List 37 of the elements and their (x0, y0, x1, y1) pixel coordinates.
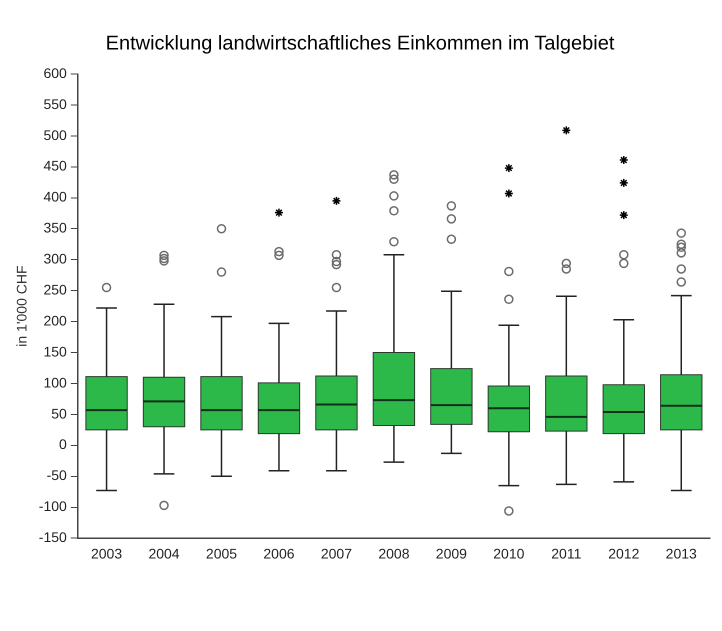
point (332, 196, 342, 206)
x-tick-label: 2008 (378, 545, 410, 562)
point (274, 208, 284, 218)
chart-title: Entwicklung landwirtschaftliches Einkommen im Talgebiet (106, 32, 615, 55)
y-tick-label: -50 (46, 467, 68, 484)
x-tick-label: 2010 (493, 545, 525, 562)
y-tick-label: -150 (38, 529, 68, 546)
y-tick-label: 150 (43, 343, 68, 360)
y-tick-label: 450 (43, 158, 68, 174)
y-tick-label: 550 (43, 96, 68, 112)
y-tick-label: 250 (43, 281, 68, 298)
y-tick-label: 0 (59, 436, 68, 452)
point (619, 155, 629, 165)
y-tick-label: 300 (43, 250, 68, 267)
y-tick-label: 400 (43, 188, 68, 205)
y-tick-label: 200 (43, 312, 68, 328)
x-tick-label: 2009 (436, 545, 468, 562)
point (619, 178, 629, 188)
x-tick-label: 2004 (148, 545, 180, 562)
point (504, 163, 514, 173)
y-tick-label: -100 (38, 498, 68, 514)
x-tick-label: 2011 (551, 545, 582, 562)
x-tick-label: 2003 (90, 545, 122, 562)
y-tick-label: 50 (51, 405, 68, 422)
point (562, 126, 572, 136)
y-tick-label: 600 (43, 64, 68, 81)
y-axis-title: in 1'000 CHF (13, 265, 30, 347)
x-tick-label: 2007 (320, 545, 352, 562)
x-tick-label: 2005 (206, 545, 238, 562)
y-tick-label: 500 (43, 126, 68, 143)
y-tick-label: 100 (43, 374, 68, 390)
y-tick-label: 350 (43, 220, 68, 236)
x-tick-label: 2006 (263, 545, 295, 562)
x-tick-label: 2013 (666, 545, 698, 562)
point (619, 210, 629, 220)
x-tick-label: 2012 (608, 545, 640, 562)
point (504, 188, 514, 198)
